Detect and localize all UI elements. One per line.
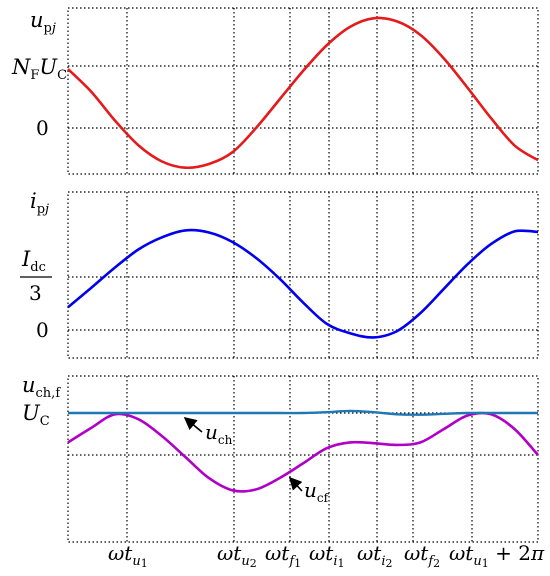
ipj-series-line <box>67 228 539 339</box>
ipj-ylabel: ipj <box>30 189 49 217</box>
x-labels: ωtu1 ωtu2 ωtf1 ωti1 ωti2 ωtf2 ωtu1 + 2π <box>108 541 545 570</box>
xlabel-wti1: ωti1 <box>309 541 345 570</box>
panel-uchf-grid <box>68 376 538 542</box>
uch-annotation: uch <box>205 420 233 447</box>
ipj-ytick-idc3: Idc 3 <box>20 247 52 305</box>
panel-ipj-grid <box>68 192 538 358</box>
panel-upj-frame <box>67 7 539 175</box>
panel-uchf-frame <box>67 375 539 543</box>
uch-annotation-arrow <box>183 416 203 433</box>
svg-text:3: 3 <box>29 281 42 305</box>
ucf-annotation: ucf <box>304 478 330 505</box>
panel-ipj-frame <box>67 191 539 359</box>
xlabel-wtu1: ωtu1 <box>108 541 148 570</box>
upj-ytick-zero: 0 <box>36 116 49 140</box>
panel-ipj: ipj Idc 3 0 <box>20 189 539 359</box>
upj-ylabel: upj <box>30 8 56 36</box>
ucf-series-line <box>67 411 539 493</box>
svg-text:Idc: Idc <box>21 247 46 275</box>
xlabel-wtf1: ωtf1 <box>265 541 301 570</box>
uch-series-line <box>67 409 538 416</box>
xlabel-wtu1-2pi: ωtu1 + 2π <box>449 541 545 570</box>
xlabel-wtu2: ωtu2 <box>217 541 257 570</box>
xlabel-wtf2: ωtf2 <box>404 541 440 570</box>
panel-upj-grid <box>68 8 538 174</box>
ucf-annotation-arrow <box>288 476 303 492</box>
panel-upj: upj NFUC 0 <box>11 7 539 175</box>
upj-series-line <box>67 16 539 170</box>
upj-ytick-nfuc: NFUC <box>11 55 67 83</box>
ipj-ytick-zero: 0 <box>36 318 49 342</box>
uchf-ylabel: uch,f <box>22 373 61 401</box>
panel-uchf: uch,f UC uch ucf <box>22 373 539 543</box>
uchf-ytick-uc: UC <box>22 401 50 429</box>
xlabel-wti2: ωti2 <box>357 541 393 570</box>
